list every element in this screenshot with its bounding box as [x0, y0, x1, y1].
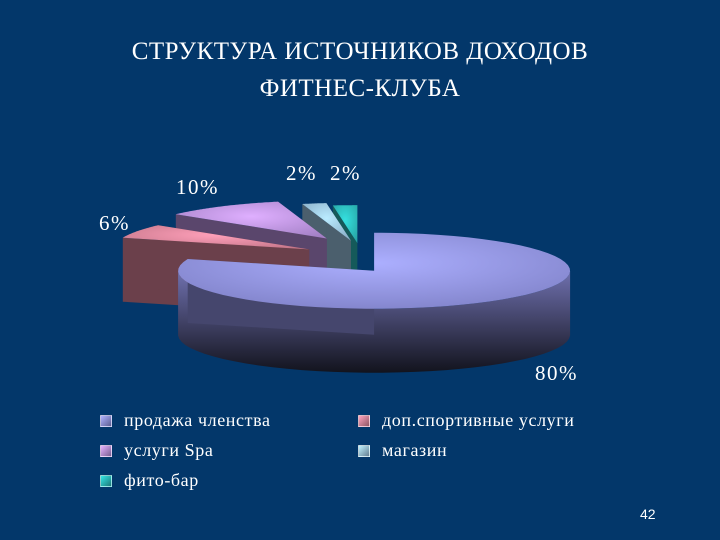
page-number: 42	[640, 506, 656, 522]
legend-label: фито-бар	[124, 470, 199, 490]
slice-top	[122, 225, 310, 250]
legend-swatch	[100, 444, 112, 457]
legend-label: услуги Spa	[124, 440, 214, 460]
legend-item-3: магазин	[358, 440, 447, 461]
legend-swatch	[358, 444, 370, 457]
legend-swatch	[358, 414, 370, 427]
chart-title-line-1: СТРУКТУРА ИСТОЧНИКОВ ДОХОДОВ	[131, 38, 589, 65]
legend-swatch	[100, 414, 112, 427]
pie-slice-0	[178, 232, 571, 373]
legend-swatch	[100, 474, 112, 487]
slice-top	[332, 205, 358, 244]
data-label-1: 6%	[99, 211, 130, 235]
data-label-2: 10%	[176, 175, 219, 199]
slice-top	[178, 232, 571, 309]
legend-label: доп.спортивные услуги	[382, 410, 575, 430]
slice-top	[175, 201, 327, 239]
data-label-4: 2%	[330, 161, 361, 185]
legend-item-1: доп.спортивные услуги	[358, 410, 574, 431]
legend-item-4: фито-бар	[100, 470, 199, 491]
legend-label: продажа членства	[124, 410, 271, 430]
legend-item-2: услуги Spa	[100, 440, 214, 461]
slice-top	[302, 203, 352, 241]
chart-title-line-2: ФИТНЕС-КЛУБА	[259, 75, 461, 102]
data-label-0: 80%	[535, 361, 578, 385]
legend-item-0: продажа членства	[100, 410, 271, 431]
legend-label: магазин	[382, 440, 448, 460]
data-label-3: 2%	[286, 161, 317, 185]
